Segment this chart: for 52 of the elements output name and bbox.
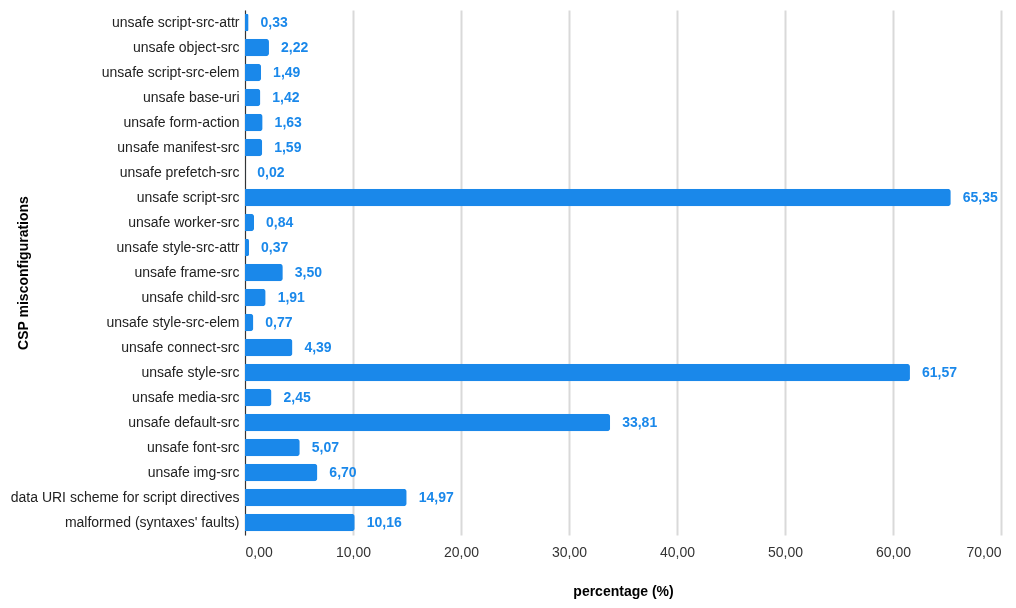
x-tick-label: 30,00	[551, 543, 588, 560]
y-tick-label: unsafe manifest-src	[117, 138, 240, 155]
y-tick-label: unsafe style-src	[141, 363, 240, 380]
y-tick-label: unsafe style-src-attr	[116, 238, 240, 255]
data-label: 1,42	[272, 88, 300, 105]
data-label: 1,91	[277, 288, 306, 305]
data-label: 3,50	[294, 263, 323, 280]
data-label: 2,45	[283, 388, 311, 405]
data-label: 33,81	[622, 413, 658, 430]
y-tick-label: unsafe form-action	[123, 113, 240, 130]
y-tick-label: data URI scheme for script directives	[10, 488, 240, 505]
y-tick-label: unsafe media-src	[132, 388, 240, 405]
y-axis-title: CSP misconfigurations	[14, 195, 31, 350]
data-label: 1,49	[273, 63, 301, 80]
y-tick-label: unsafe script-src	[136, 188, 240, 205]
y-tick-label: unsafe base-uri	[142, 88, 240, 105]
data-label: 2,22	[280, 38, 309, 55]
x-tick-label: 60,00	[875, 543, 912, 560]
x-tick-label: 70,00	[966, 543, 1002, 560]
data-label: 6,70	[329, 463, 357, 480]
data-label: 1,63	[274, 113, 303, 130]
data-label: 65,35	[962, 188, 999, 205]
data-label: 61,57	[921, 363, 958, 380]
x-tick-label: 20,00	[443, 543, 480, 560]
x-tick-label: 0,00	[245, 543, 273, 560]
y-tick-label: malformed (syntaxes' faults)	[64, 513, 240, 530]
y-tick-label: unsafe script-src-attr	[111, 13, 240, 30]
x-axis-title: percentage (%)	[573, 582, 674, 599]
y-tick-label: unsafe prefetch-src	[119, 163, 240, 180]
y-tick-label: unsafe script-src-elem	[101, 63, 240, 80]
data-label: 0,84	[266, 213, 294, 230]
y-tick-label: unsafe child-src	[141, 288, 240, 305]
y-tick-label: unsafe style-src-elem	[106, 313, 240, 330]
x-tick-label: 40,00	[659, 543, 696, 560]
data-label: 0,33	[260, 13, 289, 30]
y-tick-label: unsafe object-src	[132, 38, 240, 55]
data-label: 0,02	[257, 163, 285, 180]
y-tick-label: unsafe connect-src	[121, 338, 240, 355]
y-tick-label: unsafe default-src	[128, 413, 240, 430]
x-tick-label: 10,00	[335, 543, 372, 560]
data-label: 14,97	[418, 488, 454, 505]
data-label: 10,16	[366, 513, 402, 530]
y-tick-label: unsafe font-src	[146, 438, 240, 455]
x-tick-label: 50,00	[767, 543, 804, 560]
y-tick-label: unsafe frame-src	[134, 263, 240, 280]
data-label: 5,07	[311, 438, 340, 455]
y-tick-label: unsafe worker-src	[128, 213, 240, 230]
data-label: 0,77	[265, 313, 293, 330]
data-label: 0,37	[261, 238, 289, 255]
data-label: 1,59	[274, 138, 302, 155]
data-label: 4,39	[304, 338, 332, 355]
y-tick-label: unsafe img-src	[147, 463, 240, 480]
